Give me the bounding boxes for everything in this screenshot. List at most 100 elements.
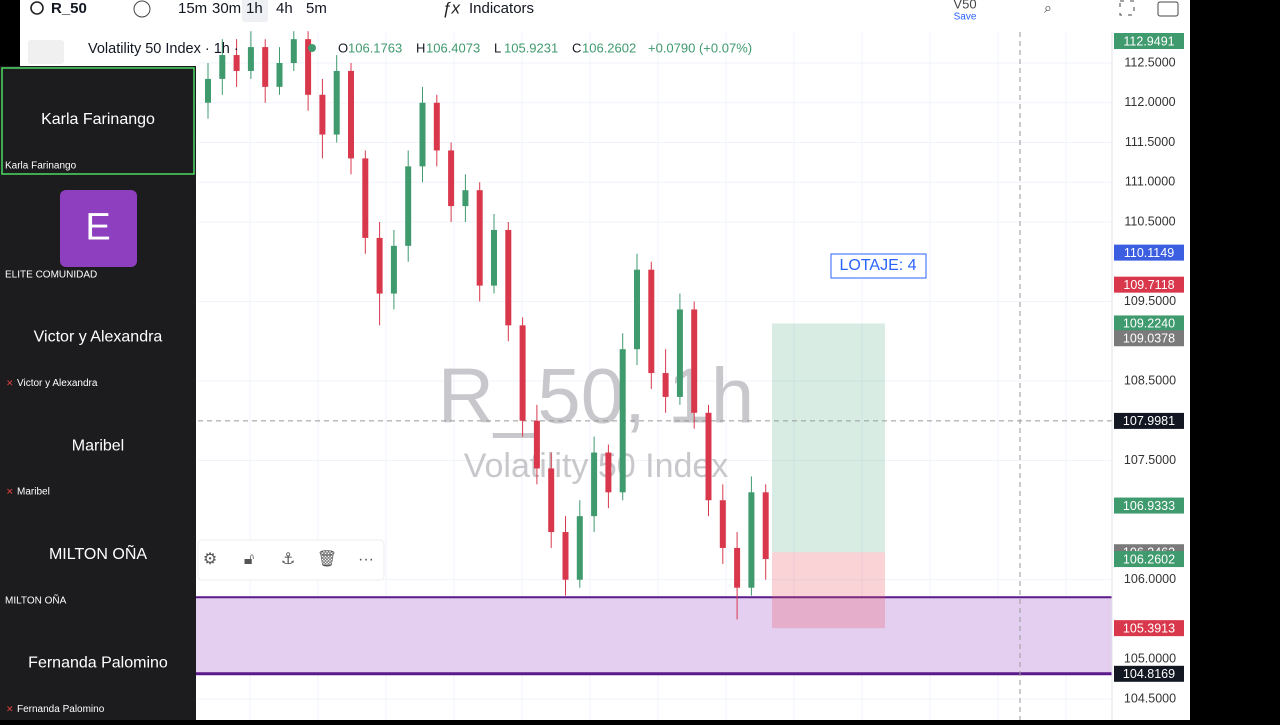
price-badge-label: 104.8169	[1123, 667, 1175, 681]
fullscreen-icon[interactable]	[1119, 0, 1135, 16]
price-badge-label: 112.9491	[1123, 34, 1174, 48]
price-badge	[1114, 551, 1184, 568]
symbol[interactable]: R_50	[51, 0, 87, 17]
price-tick: 109.5000	[1124, 294, 1176, 308]
ohlc-key: O	[338, 40, 348, 55]
participant-label: Maribel	[17, 487, 50, 498]
search-icon[interactable]	[30, 1, 44, 15]
price-badge	[1114, 412, 1184, 429]
candle-body	[719, 500, 726, 548]
price-tick: 106.0000	[1124, 572, 1176, 586]
candle-body	[662, 373, 669, 397]
annotation-box	[830, 253, 927, 279]
camera-icon[interactable]	[1157, 1, 1179, 17]
price-badge	[1114, 497, 1184, 514]
candle-body	[634, 269, 640, 350]
tool-icon[interactable]: 🗑︎	[317, 550, 337, 568]
stop-zone	[772, 552, 885, 629]
price-badge-label: 109.0378	[1123, 332, 1175, 346]
legend-title: Volatility 50 Index · 1h ·	[88, 41, 239, 57]
avatar	[60, 190, 137, 267]
ohlc-key: H	[416, 40, 425, 55]
candle-body	[462, 190, 469, 207]
active-tile	[1, 67, 195, 175]
participant-label: ELITE COMUNIDAD	[5, 269, 97, 280]
interval-active	[242, 0, 268, 22]
interval[interactable]: 30m	[212, 0, 241, 17]
ohlc-value: 106.2602	[582, 40, 636, 55]
candle-body	[262, 47, 269, 87]
mic-off: ✕	[6, 704, 14, 714]
indicators-icon[interactable]: ƒx	[442, 0, 460, 17]
candle-body	[448, 150, 455, 207]
interval[interactable]: 1h	[246, 0, 263, 17]
participant-name: Victor y Alexandra	[34, 329, 163, 346]
candle-body	[233, 55, 240, 71]
add-icon[interactable]	[133, 0, 151, 18]
candle-body	[319, 94, 326, 135]
mic-off: ✕	[6, 378, 14, 388]
candle-body	[362, 158, 369, 238]
status-dot	[308, 44, 316, 52]
tool-icon[interactable]: ⚓︎	[281, 551, 295, 568]
price-badge	[1114, 33, 1184, 49]
zone	[196, 597, 1112, 674]
candle-body	[533, 420, 540, 469]
candle-body	[734, 547, 741, 588]
participant-label: Victor y Alexandra	[17, 378, 98, 389]
icon[interactable]: ⌕	[1044, 0, 1052, 16]
interval[interactable]: 5m	[306, 0, 327, 17]
price-tick: 105.0000	[1124, 652, 1176, 666]
candle-body	[376, 237, 383, 294]
participant-label: Fernanda Palomino	[17, 704, 105, 715]
watermark: R_50, 1h	[438, 352, 755, 440]
interval[interactable]: 15m	[178, 0, 207, 17]
price-badge-label: 109.7118	[1123, 278, 1174, 292]
indicators[interactable]: Indicators	[469, 0, 534, 17]
price-tick: 107.5000	[1124, 453, 1176, 467]
candle-body	[705, 412, 712, 501]
price-tick: 110.5000	[1124, 214, 1175, 228]
ohlc-value: 106.4073	[426, 40, 480, 55]
candle-body	[390, 245, 397, 294]
candle-body	[591, 452, 598, 517]
candle-body	[247, 47, 254, 71]
tool-icon[interactable]: ···	[358, 551, 374, 568]
price-tick: 112.0000	[1124, 95, 1175, 109]
candle-body	[562, 532, 569, 580]
candle-body	[748, 492, 755, 588]
price-badge-label: 107.9981	[1123, 414, 1175, 428]
candle-body	[405, 166, 412, 246]
price-badge-label: 110.1149	[1124, 246, 1174, 260]
price-tick: 104.5000	[1124, 691, 1176, 705]
candle-body	[648, 269, 655, 374]
participant-name: MILTON OÑA	[49, 543, 147, 563]
participant-name: Fernanda Palomino	[28, 655, 168, 672]
candle-body	[476, 190, 483, 286]
price-badge-label: 106.9333	[1123, 499, 1175, 513]
interval[interactable]: 4h	[276, 0, 293, 17]
layout-name[interactable]: V50	[953, 0, 976, 11]
toolbar	[20, 0, 1190, 32]
candle-body	[576, 516, 583, 580]
price-tick: 112.5000	[1124, 55, 1175, 69]
candle-body	[305, 39, 312, 95]
candle-body	[205, 78, 211, 103]
tool-icon[interactable]: 🔓︎	[244, 551, 254, 568]
tool-icon[interactable]: ⚙	[203, 551, 217, 568]
candle-body	[276, 63, 283, 87]
save[interactable]: Save	[954, 12, 977, 23]
candle-body	[290, 39, 297, 63]
ohlc-change: +0.0790 (+0.07%)	[648, 40, 752, 55]
price-badge	[1114, 244, 1184, 261]
candle-body	[619, 349, 626, 493]
candle-body	[519, 325, 526, 421]
candle-body	[691, 309, 698, 413]
price-tick: 111.0000	[1125, 175, 1175, 189]
price-tick: 108.5000	[1124, 373, 1176, 387]
tool-btn[interactable]	[28, 40, 64, 64]
participant-label: MILTON OÑA	[5, 593, 67, 606]
price-badge	[1114, 330, 1184, 347]
ohlc-key: L	[494, 40, 501, 55]
